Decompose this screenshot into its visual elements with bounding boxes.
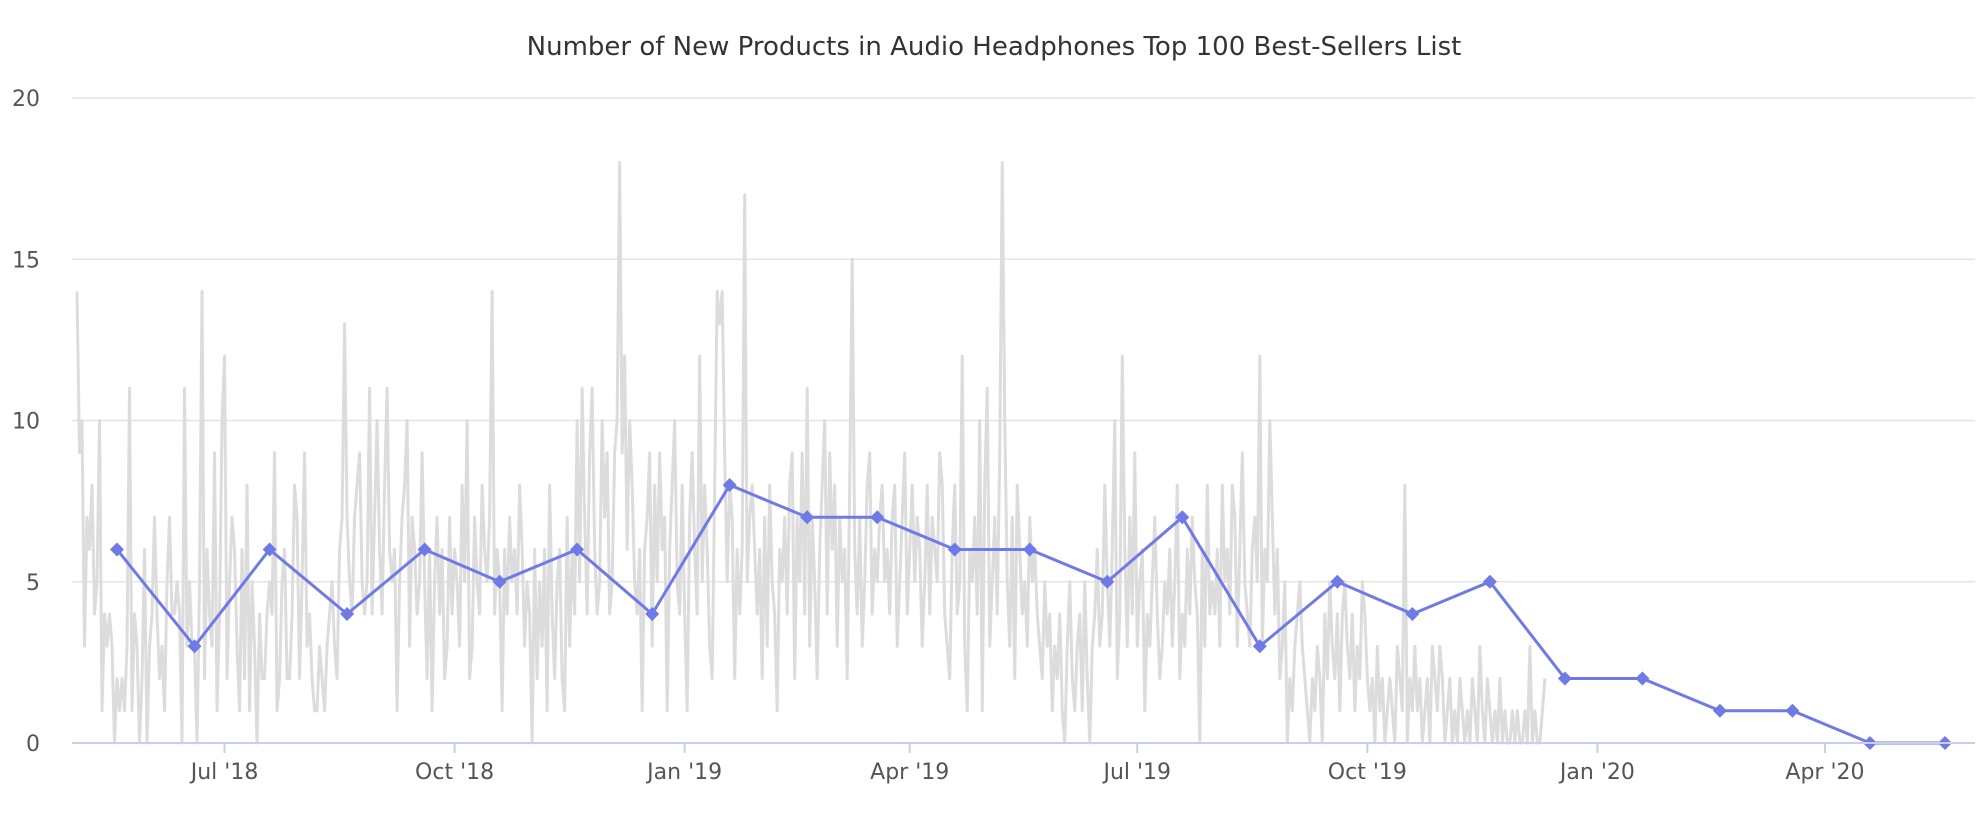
monthly-point xyxy=(417,542,432,557)
monthly-point xyxy=(187,639,202,654)
monthly-point xyxy=(1022,542,1037,557)
monthly-point xyxy=(570,542,585,557)
monthly-point xyxy=(1712,703,1727,718)
chart-title: Number of New Products in Audio Headphon… xyxy=(527,32,1462,62)
x-tick-label: Oct '19 xyxy=(1328,760,1407,785)
monthly-point xyxy=(110,542,125,557)
monthly-point xyxy=(1482,574,1497,589)
x-tick-label: Apr '20 xyxy=(1785,760,1864,785)
y-tick-label: 10 xyxy=(12,410,40,435)
y-tick-label: 15 xyxy=(12,248,40,273)
monthly-point xyxy=(1100,574,1115,589)
monthly-point xyxy=(262,542,277,557)
monthly-point xyxy=(947,542,962,557)
daily-series-line xyxy=(75,161,1547,745)
monthly-point xyxy=(1785,703,1800,718)
monthly-point xyxy=(1405,607,1420,621)
grid-layer xyxy=(72,97,1975,583)
y-axis-ticks: 0 5 10 15 20 xyxy=(12,87,40,757)
series-layer xyxy=(75,161,1952,750)
y-tick-label: 5 xyxy=(26,571,40,596)
monthly-point xyxy=(870,510,885,525)
monthly-point xyxy=(1557,671,1572,686)
monthly-point xyxy=(340,607,355,621)
monthly-point xyxy=(1635,671,1650,686)
monthly-point xyxy=(492,574,507,589)
y-tick-label: 0 xyxy=(26,732,40,757)
monthly-point xyxy=(1330,574,1345,589)
x-tick-label: Oct '18 xyxy=(415,760,494,785)
x-tick-label: Apr '19 xyxy=(870,760,949,785)
x-tick-label: Jul '19 xyxy=(1101,760,1171,785)
x-tick-label: Jan '20 xyxy=(1558,760,1635,785)
y-tick-label: 20 xyxy=(12,87,40,112)
monthly-point xyxy=(722,478,737,492)
monthly-point xyxy=(1175,510,1190,525)
monthly-point xyxy=(1252,639,1267,654)
monthly-point xyxy=(645,607,660,621)
monthly-point xyxy=(800,510,815,525)
x-tick-label: Jul '18 xyxy=(189,760,259,785)
x-axis-ticks: Jul '18 Oct '18 Jan '19 Apr '19 Jul '19 Oct '… xyxy=(189,743,1865,785)
x-tick-label: Jan '19 xyxy=(645,760,722,785)
